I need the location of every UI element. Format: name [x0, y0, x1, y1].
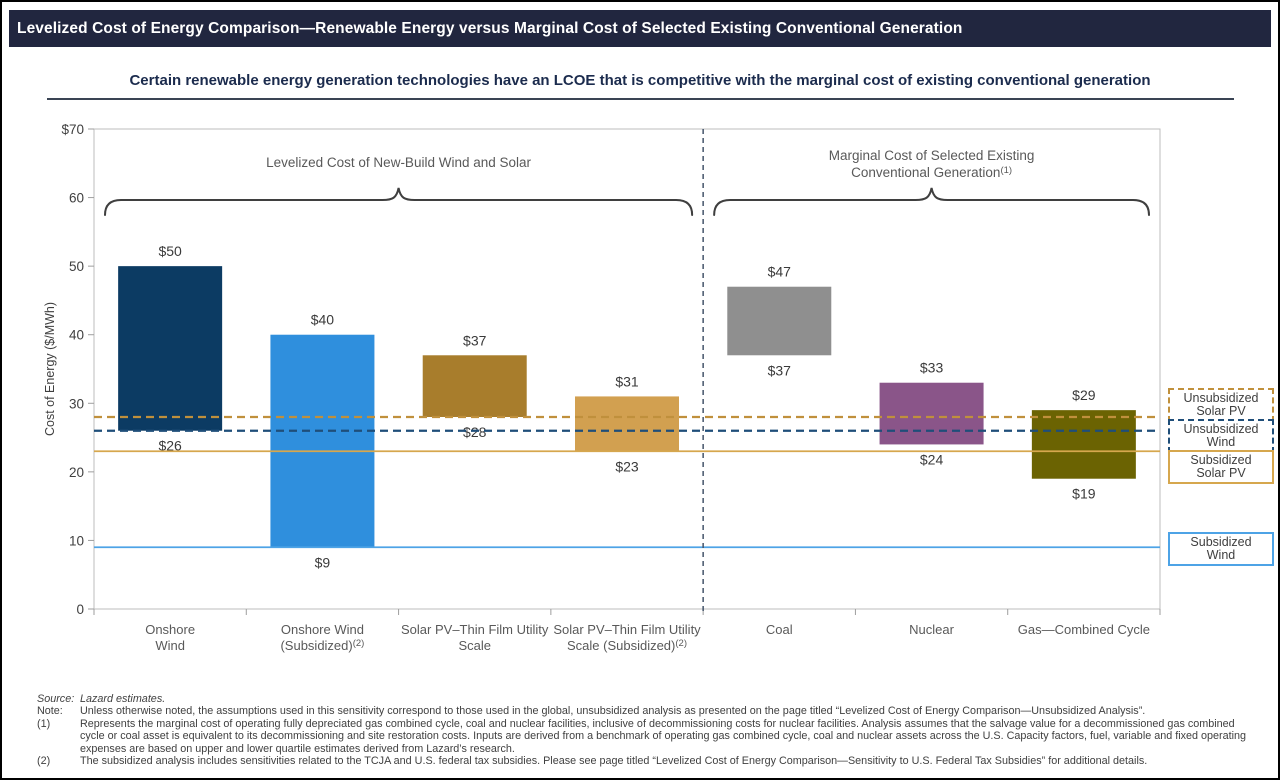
y-tick-label: 10 — [69, 533, 84, 548]
footnote-source-text: Lazard estimates. — [80, 693, 166, 705]
category-label-solar-pv-thin-film-subsidized: Solar PV–Thin Film Utility Scale (Subsidi… — [553, 622, 701, 653]
plot-border — [93, 128, 1161, 610]
y-axis-title: Cost of Energy ($/MWh) — [43, 302, 57, 436]
bar-nuclear — [879, 382, 984, 445]
brace-right — [713, 187, 1150, 216]
y-tick-label: $70 — [61, 122, 84, 137]
subtitle-underline — [47, 98, 1234, 100]
category-label-nuclear: Nuclear — [909, 622, 954, 637]
lcoe-range-chart: $70 60 50 40 30 20 10 0 Cost of Energy ($/MWh) $5… — [43, 122, 1161, 653]
footnote-note-text: Unless otherwise noted, the assumptions … — [80, 705, 1146, 718]
refline-label-box-subsidized-wind: Subsidized Wind — [1168, 532, 1274, 566]
footnote-note: Note: Unless otherwise noted, the assump… — [37, 705, 1252, 717]
bar-high-label-nuclear: $33 — [920, 360, 944, 376]
bar-low-label-coal: $37 — [768, 362, 792, 378]
category-label-onshore-wind-subsidized: Onshore Wind (Subsidized)(2) — [280, 622, 364, 653]
footnote-2-label: (2) — [37, 755, 51, 768]
bar-onshore-wind-subsidized — [270, 334, 375, 548]
bar-low-label-solar-pv-thin-film-subsidized: $23 — [615, 458, 639, 474]
refline-label-text: Unsubsidized — [1183, 391, 1259, 405]
refline-label-text: Wind — [1206, 548, 1236, 562]
y-tick-label: 20 — [69, 465, 84, 480]
bar-high-label-coal: $47 — [768, 264, 792, 280]
bar-low-label-nuclear: $24 — [920, 451, 944, 467]
page-title-bar: Levelized Cost of Energy Comparison—Rene… — [9, 10, 1271, 47]
bar-high-label-solar-pv-thin-film: $37 — [463, 332, 487, 348]
bar-coal — [727, 286, 832, 356]
bar-low-label-solar-pv-thin-film: $28 — [463, 424, 487, 440]
bar-low-label-onshore-wind-subsidized: $9 — [315, 554, 331, 570]
refline-label-text: Wind — [1206, 435, 1236, 449]
page-title: Levelized Cost of Energy Comparison—Rene… — [17, 19, 963, 37]
category-label-gas-combined-cycle: Gas—Combined Cycle — [1018, 622, 1150, 637]
bar-high-label-onshore-wind-subsidized: $40 — [311, 312, 335, 328]
footnote-source-label: Source: — [37, 693, 75, 705]
footnote-1-text: Represents the marginal cost of operatin… — [80, 717, 1247, 755]
group-label-right-line1: Marginal Cost of Selected Existing — [829, 148, 1035, 163]
y-tick-label: 50 — [69, 259, 84, 274]
y-tick-label: 40 — [69, 328, 84, 343]
group-label-right-line2: Conventional Generation(1) — [851, 165, 1012, 180]
bar-high-label-solar-pv-thin-film-subsidized: $31 — [615, 373, 639, 389]
refline-label-text: Solar PV — [1196, 404, 1246, 418]
bar-gas-combined-cycle — [1031, 410, 1136, 479]
refline-label-text: Subsidized — [1190, 535, 1252, 549]
footnote-1: (1) Represents the marginal cost of oper… — [37, 718, 1252, 755]
footnote-source: Source: Lazard estimates. — [37, 693, 1252, 705]
category-label-coal: Coal — [766, 622, 793, 637]
bar-solar-pv-thin-film — [422, 355, 527, 417]
bar-solar-pv-thin-film-subsidized — [575, 396, 679, 452]
bar-low-label-onshore-wind: $26 — [158, 438, 182, 454]
bar-high-label-gas-combined-cycle: $29 — [1072, 387, 1096, 403]
y-tick-label: 30 — [69, 396, 84, 411]
refline-label-box-unsubsidized-solar-pv: Unsubsidized Solar PV — [1168, 388, 1274, 422]
footnote-1-label: (1) — [37, 717, 51, 730]
y-tick-label: 60 — [69, 191, 84, 206]
group-label-left-line1: Levelized Cost of New-Build Wind and Sol… — [266, 155, 531, 170]
subtitle: Certain renewable energy generation tech… — [47, 72, 1233, 89]
category-label-solar-pv-thin-film: Solar PV–Thin Film Utility Scale — [401, 622, 549, 653]
category-label-onshore-wind: Onshore Wind — [145, 622, 195, 653]
bar-high-label-onshore-wind: $50 — [158, 243, 182, 259]
footnote-2-text: The subsidized analysis includes sensiti… — [80, 755, 1148, 768]
bar-onshore-wind — [118, 266, 223, 431]
refline-label-box-subsidized-solar-pv: Subsidized Solar PV — [1168, 450, 1274, 484]
refline-label-text: Subsidized — [1190, 453, 1252, 467]
footnote-note-label: Note: — [37, 705, 63, 718]
bar-low-label-gas-combined-cycle: $19 — [1072, 486, 1096, 502]
refline-label-box-unsubsidized-wind: Unsubsidized Wind — [1168, 419, 1274, 453]
refline-label-text: Solar PV — [1196, 466, 1246, 480]
brace-left — [104, 187, 694, 216]
footnote-2: (2) The subsidized analysis includes sen… — [37, 755, 1252, 767]
y-tick-label: 0 — [76, 602, 84, 617]
refline-label-text: Unsubsidized — [1183, 422, 1259, 436]
subtitle-text: Certain renewable energy generation tech… — [129, 72, 1151, 89]
footnotes: Source: Lazard estimates. Note: Unless o… — [37, 693, 1252, 767]
